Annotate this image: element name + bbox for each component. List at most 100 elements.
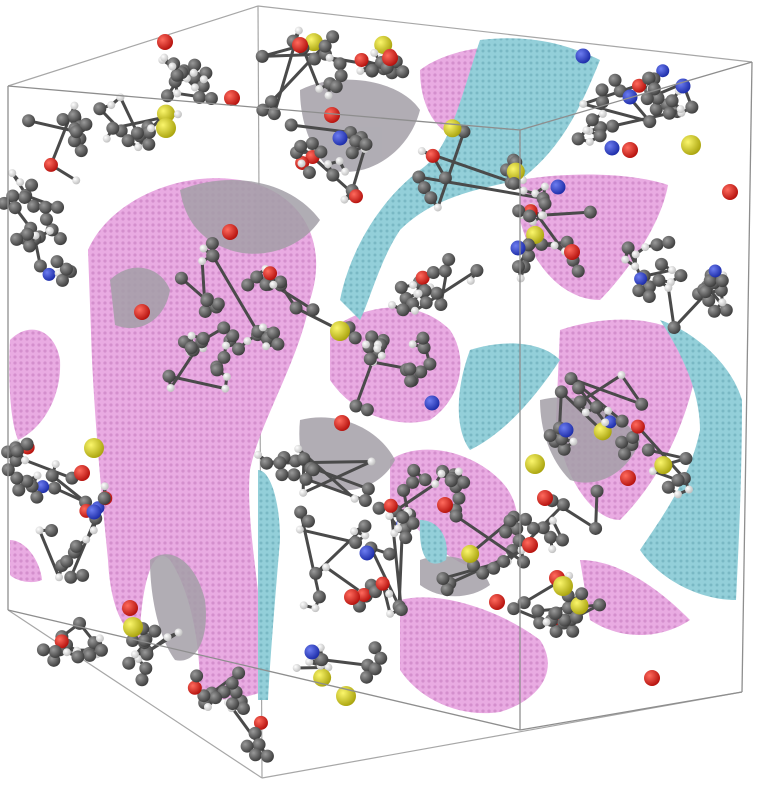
hydrogen-atom [325, 53, 334, 62]
carbon-atom [306, 303, 320, 317]
bond [51, 474, 87, 504]
hydrogen-atom [370, 48, 379, 57]
carbon-atom [407, 463, 421, 477]
carbon-atom [236, 701, 250, 715]
hydrogen-atom [33, 471, 42, 480]
hydrogen-atom [134, 143, 143, 152]
carbon-atom [349, 535, 363, 549]
bond [325, 566, 363, 594]
oxygen-atom [43, 157, 58, 172]
hydrogen-atom [258, 323, 267, 332]
pore-surface-grey [110, 79, 640, 661]
bond [299, 528, 356, 544]
hydrogen-atom [350, 494, 359, 503]
hydrogen-atom [598, 109, 607, 118]
carbon-atom [260, 456, 274, 470]
carbon-atom [438, 171, 452, 185]
carbon-atom [45, 469, 59, 483]
nitrogen-atom [550, 179, 566, 195]
carbon-atom [211, 297, 225, 311]
carbon-atom [184, 341, 198, 355]
carbon-atom [138, 633, 152, 647]
nitrogen-atom [708, 264, 722, 278]
carbon-atom [396, 303, 410, 317]
nitrogen-atom [36, 480, 50, 494]
carbon-atom [8, 201, 22, 215]
hydrogen-atom [315, 84, 324, 93]
carbon-atom [312, 590, 326, 604]
carbon-atom [593, 598, 607, 612]
sulfur-atom [525, 454, 545, 474]
carbon-atom [555, 533, 569, 547]
bond [301, 47, 321, 90]
bond [119, 96, 139, 134]
hydrogen-atom [305, 657, 314, 666]
carbon-atom [434, 298, 448, 312]
carbon-atom [225, 676, 239, 690]
carbon-atom [69, 539, 83, 553]
carbon-atom [267, 326, 281, 340]
carbon-atom [457, 475, 471, 489]
oxygen-atom [187, 680, 202, 695]
carbon-atom [543, 428, 557, 442]
carbon-atom [674, 269, 688, 283]
sulfur-atom [681, 135, 701, 155]
carbon-atom [665, 94, 679, 108]
carbon-atom [294, 505, 308, 519]
carbon-atom [126, 633, 140, 647]
carbon-atom [306, 463, 320, 477]
oxygen-atom [375, 576, 390, 591]
carbon-atom [573, 395, 587, 409]
carbon-atom [50, 255, 64, 269]
hydrogen-atom [377, 351, 386, 360]
hydrogen-atom [340, 195, 349, 204]
carbon-atom [554, 385, 568, 399]
hydrogen-atom [676, 105, 685, 114]
carbon-atom [329, 80, 343, 94]
carbon-atom [654, 257, 668, 271]
hydrogen-atom [386, 609, 395, 618]
hydrogen-atom [95, 634, 104, 643]
carbon-atom [436, 571, 450, 585]
carbon-atom [256, 103, 270, 117]
hydrogen-atom [173, 89, 182, 98]
nitrogen-atom [575, 48, 591, 64]
hydrogen-atom [621, 255, 630, 264]
oxygen-atom [622, 142, 638, 158]
carbon-atom [275, 468, 289, 482]
oxygen-atom [324, 107, 340, 123]
hydrogen-atom [335, 157, 344, 166]
carbon-atom [564, 372, 578, 386]
hydrogen-atom [410, 306, 419, 315]
carbon-atom [399, 531, 413, 545]
nitrogen-atom [42, 267, 56, 281]
oxygen-atom [222, 224, 238, 240]
oxygen-atom [344, 589, 360, 605]
hydrogen-atom [294, 26, 303, 35]
carbon-atom [106, 121, 120, 135]
hydrogen-atom [385, 589, 394, 598]
oxygen-atom [382, 50, 398, 66]
carbon-atom [661, 480, 675, 494]
oxygen-atom [383, 498, 398, 513]
carbon-atom [608, 73, 622, 87]
carbon-atom [667, 321, 681, 335]
carbon-atom [394, 603, 408, 617]
nitrogen-atom [332, 130, 348, 146]
hydrogen-atom [550, 241, 559, 250]
carbon-atom [703, 274, 717, 288]
nitrogen-atom [424, 395, 440, 411]
carbon-atom [418, 473, 432, 487]
carbon-atom [383, 547, 397, 561]
carbon-atom [302, 166, 316, 180]
carbon-atom [575, 587, 589, 601]
atom-cluster [0, 26, 738, 763]
oxygen-atom [522, 537, 538, 553]
carbon-atom [307, 52, 321, 66]
carbon-atom [396, 510, 410, 524]
carbon-atom [406, 516, 420, 530]
carbon-atom [10, 471, 24, 485]
carbon-atom [365, 63, 379, 77]
carbon-atom [255, 49, 269, 63]
hydrogen-atom [35, 526, 44, 535]
